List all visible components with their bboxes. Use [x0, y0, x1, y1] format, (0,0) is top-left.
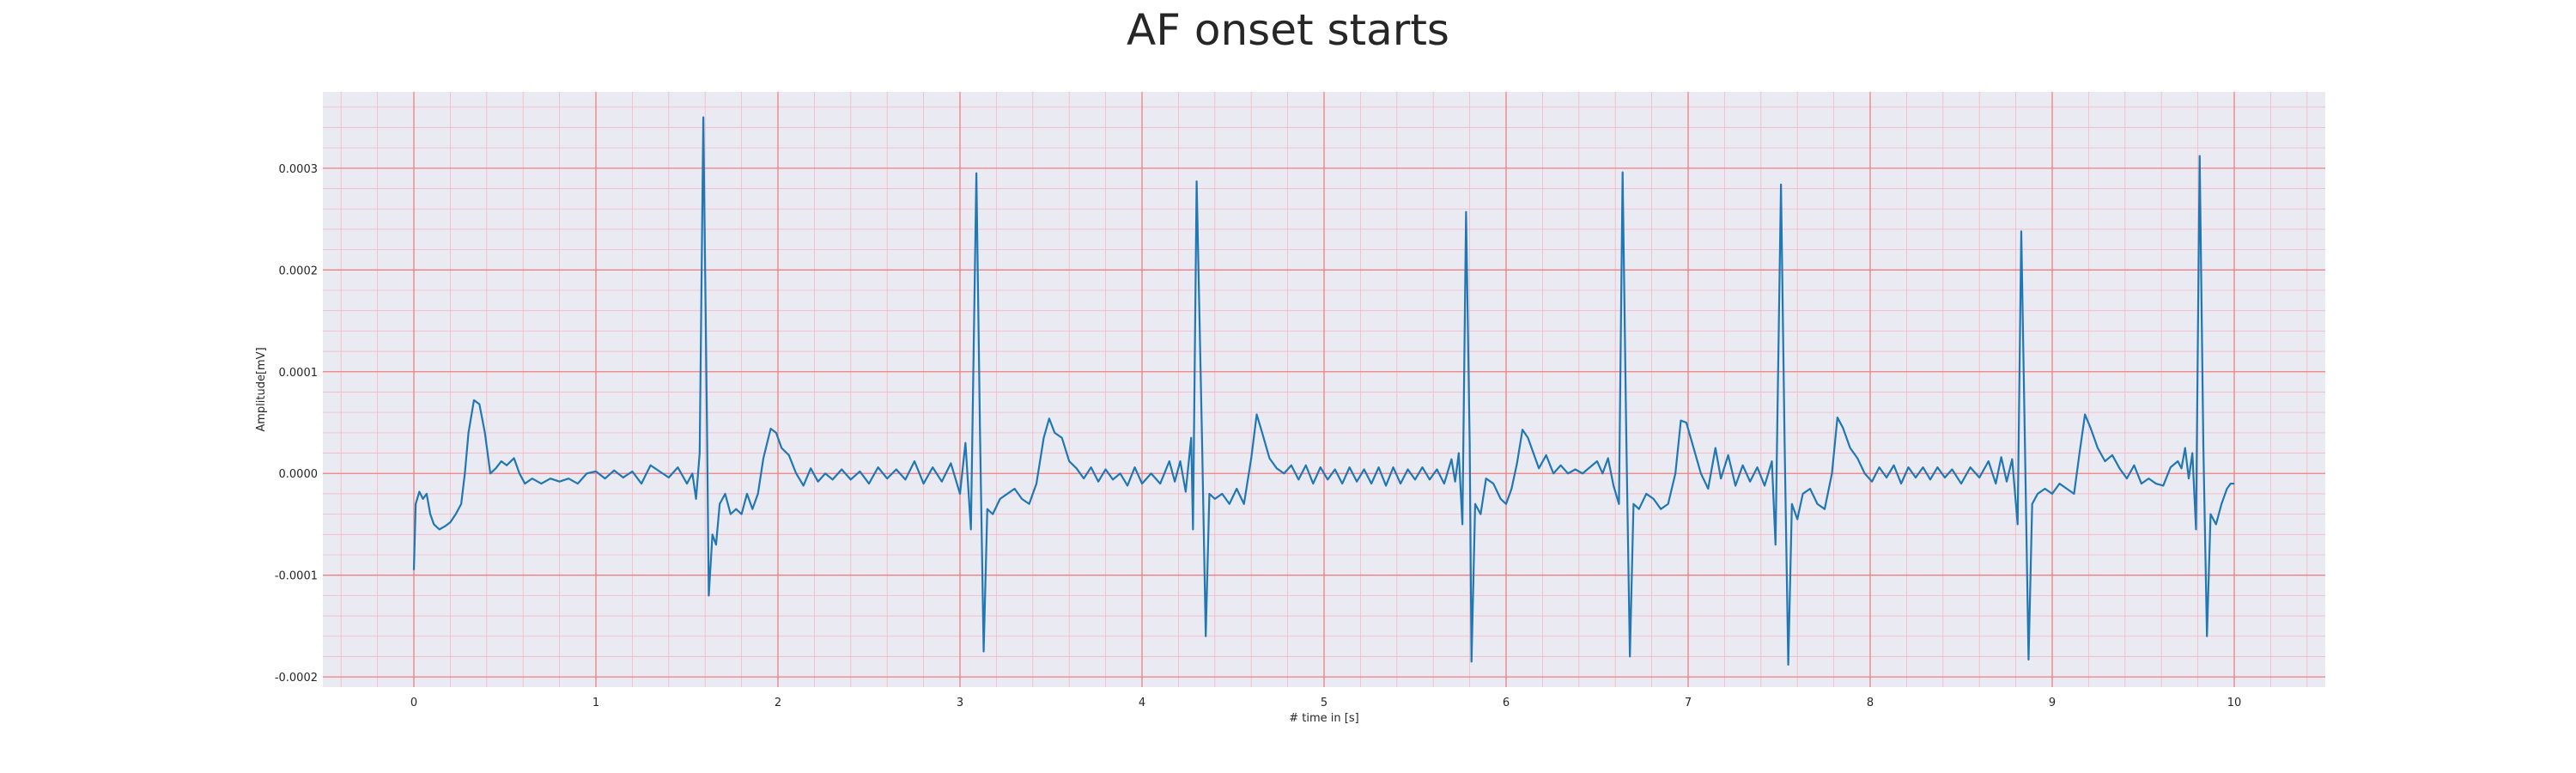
major-grid: [323, 92, 2325, 687]
y-tick-label: 0.0003: [279, 163, 319, 176]
x-tick-label: 3: [957, 697, 963, 709]
y-tick-label: -0.0002: [275, 672, 318, 685]
y-tick-label: 0.0000: [279, 468, 319, 481]
x-axis-label: # time in [s]: [1289, 712, 1358, 725]
series-line-0: [412, 116, 2234, 666]
y-tick-label: 0.0002: [279, 265, 319, 277]
x-tick-label: 6: [1503, 697, 1510, 709]
x-tick-label: 4: [1139, 697, 1145, 709]
y-tick-label: 0.0001: [279, 367, 319, 380]
x-tick-label: 0: [410, 697, 417, 709]
series-layer: [412, 116, 2234, 666]
x-tick-label: 5: [1321, 697, 1327, 709]
x-tick-label: 10: [2227, 697, 2242, 709]
x-tick-labels: 0 1 2 3 4 5 6 7 8 9 10: [410, 697, 2241, 709]
chart-title: AF onset starts: [1127, 5, 1449, 55]
y-axis-label: Amplitude[mV]: [255, 347, 268, 431]
y-tick-labels: -0.0002 -0.0001 0.0000 0.0001 0.0002 0.0003: [275, 163, 318, 685]
y-tick-label: -0.0001: [275, 570, 318, 583]
x-tick-label: 7: [1685, 697, 1692, 709]
x-tick-label: 2: [775, 697, 781, 709]
x-tick-label: 1: [592, 697, 599, 709]
x-tick-label: 8: [1867, 697, 1874, 709]
x-tick-label: 9: [2049, 697, 2056, 709]
